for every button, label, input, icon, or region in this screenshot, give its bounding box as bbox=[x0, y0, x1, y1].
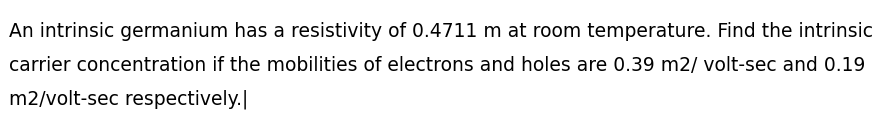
Text: An intrinsic germanium has a resistivity of 0.4711 m at room temperature. Find t: An intrinsic germanium has a resistivity… bbox=[9, 22, 872, 41]
Text: carrier concentration if the mobilities of electrons and holes are 0.39 m2/ volt: carrier concentration if the mobilities … bbox=[9, 55, 865, 74]
Text: m2/volt-sec respectively.|: m2/volt-sec respectively.| bbox=[9, 89, 248, 108]
